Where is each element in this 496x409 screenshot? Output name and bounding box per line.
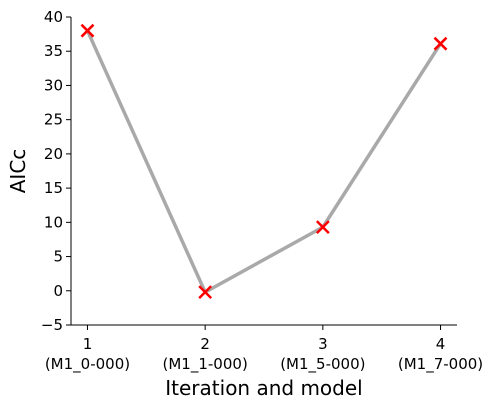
y-tick-label: −5 bbox=[41, 316, 63, 334]
series-line bbox=[85, 28, 443, 294]
y-tick-label: 25 bbox=[44, 111, 63, 129]
x-tick-label-iteration: 4 bbox=[436, 335, 446, 353]
data-point-marker bbox=[315, 220, 330, 235]
x-tick-label-model: (M1_0-000) bbox=[45, 355, 130, 374]
y-tick-label: 10 bbox=[44, 213, 63, 231]
x-tick-label-iteration: 3 bbox=[318, 335, 328, 353]
x-axis-ticks: 1 (M1_0-000) 2 (M1_1-000) 3 (M1_5-000) 4 (M1_7-… bbox=[45, 325, 483, 374]
y-tick-label: 20 bbox=[44, 145, 63, 163]
x-tick-label-model: (M1_1-000) bbox=[163, 355, 248, 374]
series-markers bbox=[80, 23, 448, 300]
y-tick-label: 0 bbox=[53, 282, 63, 300]
x-tick-label-model: (M1_5-000) bbox=[280, 355, 365, 374]
y-tick-label: 15 bbox=[44, 179, 63, 197]
x-tick-label-iteration: 2 bbox=[200, 335, 210, 353]
y-tick-label: 5 bbox=[53, 248, 63, 266]
data-point-marker bbox=[433, 36, 448, 51]
y-tick-label: 35 bbox=[44, 42, 63, 60]
y-tick-label: 30 bbox=[44, 76, 63, 94]
x-tick-label-iteration: 1 bbox=[83, 335, 93, 353]
x-axis-label: Iteration and model bbox=[165, 376, 362, 400]
data-point-marker bbox=[80, 23, 95, 38]
x-tick-label-model: (M1_7-000) bbox=[398, 355, 483, 374]
y-axis-ticks: −5 0 5 10 15 20 25 30 35 40 bbox=[41, 8, 71, 334]
y-tick-label: 40 bbox=[44, 8, 63, 26]
y-axis-label: AICc bbox=[6, 149, 30, 194]
data-point-marker bbox=[198, 285, 213, 300]
